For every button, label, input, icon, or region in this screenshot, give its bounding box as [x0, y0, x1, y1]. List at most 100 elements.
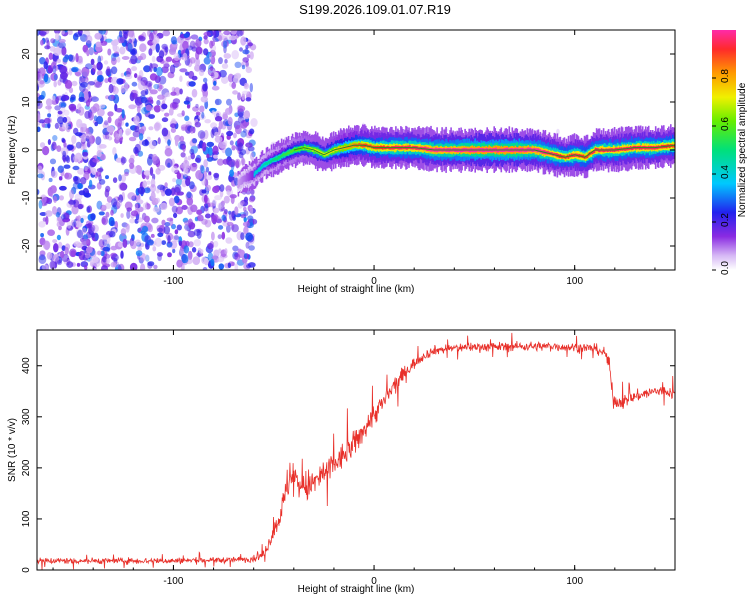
noise-speckle — [71, 80, 78, 87]
noise-speckle — [203, 38, 209, 45]
noise-speckle — [170, 127, 176, 133]
noise-speckle — [209, 40, 214, 49]
noise-speckle — [118, 182, 127, 191]
noise-speckle — [156, 188, 160, 194]
spectrogram-x-label: Height of straight line (km) — [298, 284, 415, 295]
noise-speckle — [87, 83, 91, 90]
noise-speckle — [183, 168, 188, 178]
noise-speckle — [125, 223, 130, 233]
ridge-segment — [460, 148, 462, 153]
noise-speckle — [214, 135, 223, 143]
noise-speckle — [146, 136, 151, 141]
noise-speckle — [78, 106, 85, 116]
y-tick-label: 100 — [21, 510, 32, 527]
noise-speckle — [104, 188, 110, 198]
noise-speckle — [229, 35, 237, 41]
noise-speckle — [120, 213, 124, 218]
noise-speckle — [249, 128, 255, 135]
ridge-segment — [282, 153, 285, 156]
noise-speckle — [148, 48, 153, 56]
noise-speckle — [204, 203, 209, 209]
noise-speckle — [80, 177, 87, 185]
noise-speckle — [137, 186, 146, 195]
noise-speckle — [77, 168, 85, 175]
noise-speckle — [156, 252, 163, 257]
noise-speckle — [93, 257, 101, 268]
ridge-segment — [303, 146, 306, 149]
noise-speckle — [153, 105, 161, 113]
ridge-segment — [263, 163, 266, 166]
noise-speckle — [133, 146, 139, 154]
noise-speckle — [90, 213, 96, 221]
ridge-segment — [279, 155, 282, 158]
noise-speckle — [237, 116, 245, 124]
noise-speckle — [233, 73, 241, 79]
noise-speckle — [224, 59, 228, 64]
noise-speckle — [192, 256, 201, 265]
noise-speckle — [206, 153, 210, 159]
noise-speckle — [60, 102, 66, 108]
noise-speckle — [68, 87, 74, 94]
noise-speckle — [203, 57, 211, 65]
noise-speckle — [62, 56, 68, 63]
noise-speckle — [37, 79, 45, 88]
noise-speckle — [222, 158, 229, 165]
ridge-segment — [273, 158, 276, 161]
noise-speckle — [229, 194, 237, 199]
noise-speckle — [151, 153, 158, 162]
y-tick-label: 20 — [21, 48, 32, 60]
ridge-segment — [258, 168, 261, 171]
noise-speckle — [143, 215, 150, 223]
noise-speckle — [232, 132, 237, 139]
noise-speckle — [185, 240, 190, 247]
noise-speckle — [230, 30, 237, 35]
noise-speckle — [164, 188, 172, 196]
noise-speckle — [75, 132, 83, 137]
noise-speckle — [247, 42, 253, 47]
ridge-segment — [389, 146, 391, 150]
frequency-ridge — [237, 124, 675, 197]
noise-speckle — [84, 110, 91, 119]
noise-speckle — [154, 122, 160, 132]
noise-speckle — [71, 205, 79, 215]
noise-speckle — [165, 56, 173, 62]
noise-speckle — [63, 212, 70, 220]
noise-speckle — [207, 202, 215, 208]
noise-speckle — [167, 235, 171, 244]
noise-speckle — [106, 125, 115, 133]
noise-speckle — [245, 232, 254, 242]
noise-speckle — [210, 55, 216, 65]
ridge-segment — [366, 143, 368, 147]
noise-speckle — [62, 116, 68, 123]
ridge-segment — [313, 148, 316, 151]
noise-speckle — [155, 168, 161, 175]
noise-speckle — [196, 209, 203, 215]
noise-speckle — [56, 234, 62, 241]
ridge-segment — [261, 165, 264, 168]
y-tick-label: 0 — [21, 147, 32, 153]
ridge-segment — [358, 143, 360, 147]
ridge-segment — [286, 151, 289, 155]
ridge-segment — [436, 148, 438, 153]
noise-speckle — [134, 239, 141, 246]
noise-speckle — [100, 40, 108, 46]
noise-speckle — [244, 82, 248, 88]
noise-speckle — [136, 166, 143, 175]
noise-speckle — [188, 81, 196, 87]
ridge-segment — [348, 146, 350, 149]
noise-speckle — [85, 99, 91, 107]
noise-speckle — [203, 48, 209, 56]
noise-speckle — [222, 140, 228, 146]
noise-speckle — [63, 142, 67, 148]
noise-speckle — [59, 185, 67, 191]
noise-speckle — [170, 36, 177, 44]
noise-speckle — [174, 229, 179, 235]
ridge-segment — [603, 149, 606, 152]
ridge-segment — [594, 147, 597, 151]
noise-speckle — [205, 184, 211, 192]
noise-speckle — [39, 212, 47, 216]
noise-speckle — [220, 200, 225, 207]
noise-speckle — [185, 177, 191, 187]
noise-speckle — [49, 158, 57, 165]
noise-speckle — [47, 229, 55, 236]
